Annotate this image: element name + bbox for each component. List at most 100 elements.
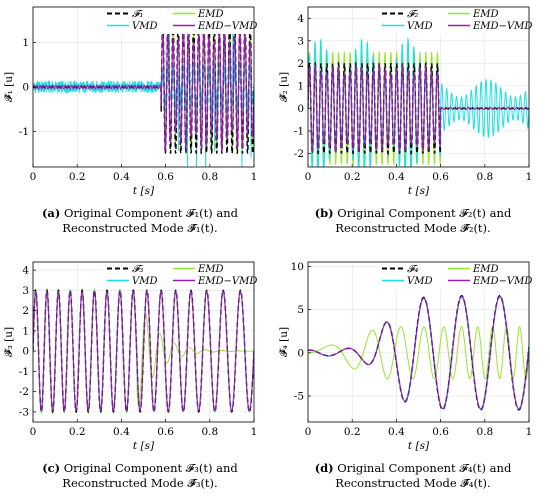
y-axis-label-c: 𝓕̂₃ [u] xyxy=(3,327,15,357)
legend-label-c-2: VMD xyxy=(132,276,157,287)
caption-b-line1: Original Component 𝓕₂(t) and xyxy=(337,206,512,220)
caption-b-line2: Reconstructed Mode 𝓕̂₂(t). xyxy=(335,221,491,235)
legend-d: 𝓕₄ EMD VMD EMD−VMD xyxy=(378,263,532,289)
x-tick-label-a-0: 0 xyxy=(30,171,37,183)
caption-c-label: (c) xyxy=(42,461,61,475)
chart-b: 0 0.2 0.4 0.6 0.8 1 -2 -1 0 1 2 3 4 t [s] 𝓕̂₂ [u] 𝓕₂ EMD… xyxy=(278,6,533,197)
caption-c-line1: Original Component 𝓕₃(t) and xyxy=(63,461,238,475)
x-tick-label-b-5: 1 xyxy=(526,171,533,183)
legend-c: 𝓕₃ EMD VMD EMD−VMD xyxy=(103,263,257,289)
caption-a-line2: Reconstructed Mode 𝓕̂₁(t). xyxy=(62,221,218,235)
legend-label-c-0: 𝓕₃ xyxy=(132,264,143,275)
plot-frame-c xyxy=(32,261,255,423)
legend-label-a-0: 𝓕₁ xyxy=(132,9,143,20)
series-emd-d xyxy=(308,326,529,380)
y-tick-label-b-5: 3 xyxy=(297,35,304,47)
y-tick-label-c-0: -3 xyxy=(19,406,29,418)
x-tick-label-c-4: 0.8 xyxy=(201,426,218,438)
x-tick-label-a-4: 0.8 xyxy=(201,171,218,183)
chart-c: 0 0.2 0.4 0.6 0.8 1 -3 -2 -1 0 1 2 3 4 t [s] 𝓕̂₃ [u] 𝓕₃ E… xyxy=(3,261,258,452)
y-tick-label-d-2: 5 xyxy=(297,304,304,316)
x-tick-label-d-4: 0.8 xyxy=(476,426,493,438)
x-tick-label-c-0: 0 xyxy=(30,426,37,438)
y-tick-label-c-4: 1 xyxy=(22,325,29,337)
y-axis-label-b: 𝓕̂₂ [u] xyxy=(278,72,290,102)
y-tick-label-c-6: 3 xyxy=(22,285,29,297)
x-tick-label-a-2: 0.4 xyxy=(113,171,130,183)
y-tick-label-c-3: 0 xyxy=(22,346,29,358)
y-tick-label-c-5: 2 xyxy=(22,305,29,317)
legend-label-c-3: EMD−VMD xyxy=(197,276,257,287)
x-tick-label-b-4: 0.8 xyxy=(476,171,493,183)
y-tick-label-b-2: 0 xyxy=(297,103,304,115)
series-emd-vmd-b xyxy=(308,64,529,153)
x-tick-label-b-1: 0.2 xyxy=(344,171,361,183)
y-tick-label-a-1: 0 xyxy=(22,82,29,94)
legend-b: 𝓕₂ EMD VMD EMD−VMD xyxy=(378,8,532,34)
y-tick-label-d-1: 0 xyxy=(297,347,304,359)
chart-d: 0 0.2 0.4 0.6 0.8 1 -5 0 5 10 t [s] 𝓕̂₄ [u] 𝓕₄ EMD VMD… xyxy=(278,261,533,452)
y-tick-label-a-0: -1 xyxy=(19,126,29,138)
caption-d-line1: Original Component 𝓕₄(t) and xyxy=(337,461,512,475)
y-tick-label-b-1: -1 xyxy=(294,125,304,137)
caption-c: (c) Original Component 𝓕₃(t) and Reconst… xyxy=(5,461,275,491)
x-tick-label-d-5: 1 xyxy=(526,426,533,438)
plot-frame-b xyxy=(307,6,530,168)
legend-label-b-1: EMD xyxy=(472,9,499,20)
x-tick-label-a-5: 1 xyxy=(251,171,258,183)
x-axis-label-b: t [s] xyxy=(408,185,430,197)
legend-label-b-0: 𝓕₂ xyxy=(407,9,418,20)
caption-b: (b) Original Component 𝓕₂(t) and Reconst… xyxy=(278,206,548,236)
series-emd-vmd-d xyxy=(308,295,529,410)
x-tick-label-d-1: 0.2 xyxy=(344,426,361,438)
x-tick-label-b-0: 0 xyxy=(305,171,312,183)
caption-a-line1: Original Component 𝓕₁(t) and xyxy=(63,206,239,220)
x-tick-label-b-3: 0.6 xyxy=(432,171,449,183)
legend-label-d-0: 𝓕₄ xyxy=(407,264,418,275)
caption-d: (d) Original Component 𝓕₄(t) and Reconst… xyxy=(278,461,548,491)
x-axis-label-a: t [s] xyxy=(133,185,155,197)
y-tick-label-c-2: -1 xyxy=(19,366,29,378)
caption-a-label: (a) xyxy=(41,206,61,220)
y-tick-label-d-0: -5 xyxy=(294,391,304,403)
chart-a: 0 0.2 0.4 0.6 0.8 1 -1 0 1 t [s] 𝓕̂₁ [u] 𝓕₁ EMD VMD EM… xyxy=(3,6,258,197)
y-tick-label-b-0: -2 xyxy=(294,148,304,160)
caption-a: (a) Original Component 𝓕₁(t) and Reconst… xyxy=(5,206,275,236)
plot-frame-d xyxy=(307,261,530,423)
y-tick-label-b-4: 2 xyxy=(297,58,304,70)
series-emd-vmd-c xyxy=(33,290,254,413)
legend-label-a-3: EMD−VMD xyxy=(197,21,257,32)
legend-label-d-2: VMD xyxy=(407,276,432,287)
y-tick-label-d-3: 10 xyxy=(291,261,304,273)
y-tick-label-b-3: 1 xyxy=(297,80,304,92)
x-tick-label-c-3: 0.6 xyxy=(157,426,174,438)
legend-label-a-2: VMD xyxy=(132,21,157,32)
y-tick-label-a-2: 1 xyxy=(22,37,29,49)
legend-label-c-1: EMD xyxy=(197,264,224,275)
caption-d-label: (d) xyxy=(314,461,334,475)
legend-label-b-3: EMD−VMD xyxy=(472,21,532,32)
legend-label-d-3: EMD−VMD xyxy=(472,276,532,287)
y-tick-label-b-6: 4 xyxy=(297,13,304,25)
y-tick-label-c-7: 4 xyxy=(22,265,29,277)
x-axis-label-d: t [s] xyxy=(408,440,430,452)
legend-label-b-2: VMD xyxy=(407,21,432,32)
y-axis-label-d: 𝓕̂₄ [u] xyxy=(278,327,290,357)
caption-d-line2: Reconstructed Mode 𝓕̂₄(t). xyxy=(335,476,491,490)
legend-label-d-1: EMD xyxy=(472,264,499,275)
x-tick-label-d-2: 0.4 xyxy=(388,426,405,438)
x-tick-label-d-0: 0 xyxy=(305,426,312,438)
x-tick-label-c-1: 0.2 xyxy=(69,426,86,438)
series-emd-vmd-a xyxy=(33,22,254,152)
series-reference-a xyxy=(33,18,254,155)
y-tick-label-c-1: -2 xyxy=(19,386,29,398)
legend-label-a-1: EMD xyxy=(197,9,224,20)
x-tick-label-a-1: 0.2 xyxy=(69,171,86,183)
y-axis-label-a: 𝓕̂₁ [u] xyxy=(3,72,15,102)
x-tick-label-c-5: 1 xyxy=(251,426,258,438)
x-axis-label-c: t [s] xyxy=(133,440,155,452)
legend-a: 𝓕₁ EMD VMD EMD−VMD xyxy=(103,8,257,34)
x-tick-label-d-3: 0.6 xyxy=(432,426,449,438)
x-tick-label-a-3: 0.6 xyxy=(157,171,174,183)
x-tick-label-b-2: 0.4 xyxy=(388,171,405,183)
